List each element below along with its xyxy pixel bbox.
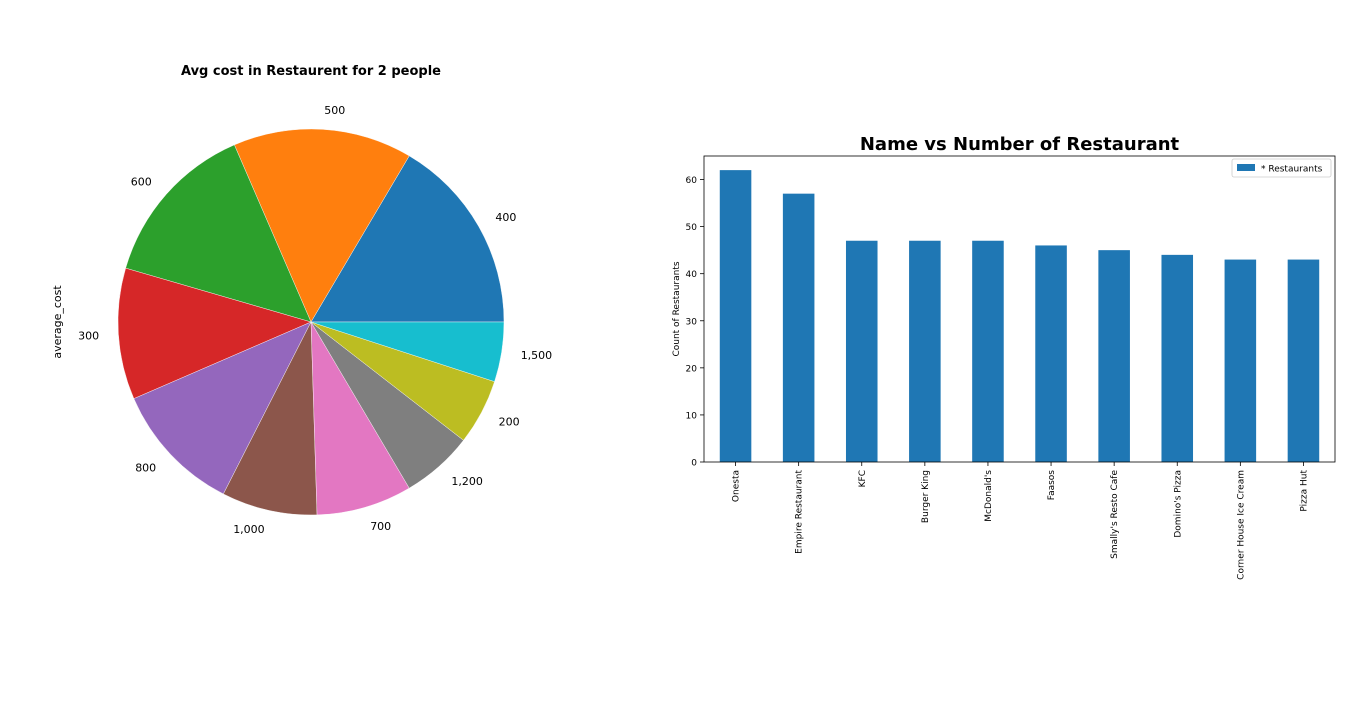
bar-kfc: [845, 240, 878, 462]
pie-slice-800: [133, 321, 312, 495]
bar-yticks: 0 10 20 30 40 50 60: [686, 176, 704, 469]
pie-ylabel: average_cost: [51, 285, 64, 359]
pie-title: Avg cost in Restaurent for 2 people: [181, 64, 441, 79]
bar-bars: [719, 170, 1320, 462]
y-tick-label-60: 60: [686, 176, 698, 186]
bar-onesta: [719, 170, 752, 462]
bar-mcdonald-s: [972, 240, 1004, 462]
pie-label-300: 300: [78, 329, 99, 342]
x-tick-label-mcdonald-s: McDonald's: [984, 470, 994, 522]
bar-faasos: [1035, 245, 1067, 462]
x-tick-label-kfc: KFC: [858, 470, 868, 487]
bar-title: Name vs Number of Restaurant: [860, 134, 1180, 155]
y-tick-label-40: 40: [686, 270, 698, 280]
x-tick-label-faasos: Faasos: [1047, 470, 1057, 501]
y-tick-label-20: 20: [686, 364, 698, 374]
pie-slices: [117, 128, 505, 516]
bar-burger-king: [909, 240, 941, 462]
pie-label-1000: 1,000: [233, 523, 265, 536]
bar-smally-s-resto-cafe: [1098, 250, 1130, 462]
x-tick-label-corner-house-ice-cream: Corner House Ice Cream: [1236, 470, 1246, 580]
bar-domino-s-pizza: [1161, 254, 1194, 462]
pie-label-200: 200: [499, 415, 520, 428]
x-tick-label-empire-restaurant: Empire Restaurant: [795, 470, 805, 554]
x-tick-label-smally-s-resto-cafe: Smally's Resto Cafe: [1110, 470, 1120, 559]
bar-pizza-hut: [1287, 259, 1320, 462]
y-tick-label-0: 0: [691, 459, 697, 469]
pie-slice-700: [310, 321, 410, 516]
bar-chart: Name vs Number of Restaurant Count of Re…: [672, 134, 1336, 580]
pie-label-400: 400: [495, 211, 516, 224]
pie-labels: 400 500 600 300 800 1,000 700 1,200 200 1,500: [78, 104, 552, 536]
bar-axes-frame: [703, 155, 1336, 463]
pie-slice-400: [310, 155, 505, 323]
bar-legend: * Restaurants: [1231, 158, 1332, 178]
pie-slice-500: [234, 128, 410, 323]
pie-label-1200: 1,200: [451, 475, 483, 488]
pie-slice-1000: [223, 321, 318, 516]
pie-label-700: 700: [370, 520, 391, 533]
pie-slice-1500: [310, 321, 505, 382]
pie-label-800: 800: [135, 461, 156, 474]
legend-swatch: [1237, 164, 1255, 171]
pie-slice-600: [125, 144, 312, 323]
bar-xticks: Onesta Empire Restaurant KFC Burger King McD…: [732, 462, 1310, 580]
x-tick-label-domino-s-pizza: Domino's Pizza: [1173, 470, 1183, 538]
x-tick-label-pizza-hut: Pizza Hut: [1300, 470, 1310, 512]
pie-label-1500: 1,500: [521, 349, 553, 362]
pie-chart: Avg cost in Restaurent for 2 people aver…: [51, 64, 552, 536]
pie-slice-300: [117, 267, 312, 399]
y-tick-label-30: 30: [686, 317, 698, 327]
pie-label-500: 500: [324, 104, 345, 117]
x-tick-label-onesta: Onesta: [732, 470, 742, 502]
legend-box: [1231, 158, 1332, 178]
y-tick-label-50: 50: [686, 223, 698, 233]
legend-label: * Restaurants: [1261, 165, 1323, 175]
bar-ylabel: Count of Restaurants: [672, 261, 682, 356]
pie-label-600: 600: [131, 176, 152, 189]
bar-empire-restaurant: [782, 193, 815, 462]
x-tick-label-burger-king: Burger King: [921, 470, 931, 523]
bar-corner-house-ice-cream: [1224, 259, 1257, 462]
y-tick-label-10: 10: [686, 411, 698, 421]
